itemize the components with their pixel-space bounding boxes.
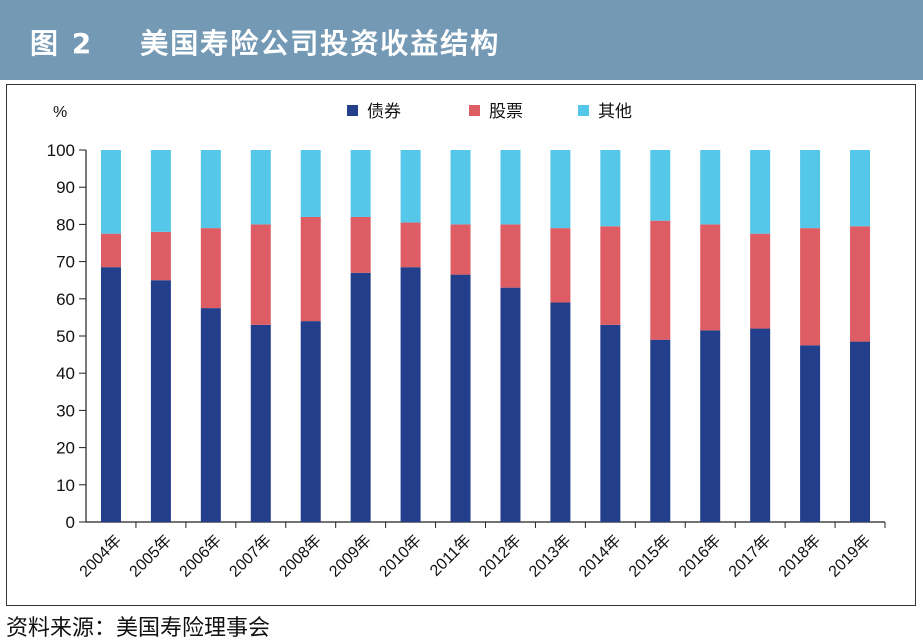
bar-segment-stocks	[850, 226, 871, 342]
bar-segment-other	[100, 150, 121, 234]
bar-segment-stocks	[600, 226, 621, 325]
y-tick-label: 60	[56, 290, 75, 309]
page-title: 图 2 美国寿险公司投资收益结构	[30, 27, 501, 60]
y-tick-label: 80	[56, 215, 75, 234]
bar-segment-bonds	[700, 330, 721, 522]
bar-segment-other	[150, 150, 171, 232]
x-tick-label: 2004年	[76, 531, 125, 580]
bar-segment-stocks	[800, 228, 821, 346]
bar-segment-other	[350, 150, 371, 217]
bar-segment-bonds	[350, 272, 371, 522]
bar-segment-other	[750, 150, 771, 234]
x-tick-label: 2006年	[176, 531, 225, 580]
bar-segment-other	[700, 150, 721, 225]
bar-segment-bonds	[800, 345, 821, 522]
bar-segment-bonds	[250, 324, 271, 522]
bar-segment-bonds	[500, 287, 521, 522]
bar-segment-bonds	[550, 302, 571, 522]
x-tick-label: 2016年	[675, 531, 724, 580]
y-tick-label: 50	[56, 327, 75, 346]
bar-segment-bonds	[100, 267, 121, 522]
y-tick-label: 70	[56, 253, 75, 272]
x-tick-label: 2008年	[276, 531, 325, 580]
bar-segment-bonds	[650, 339, 671, 522]
bar-segment-stocks	[350, 216, 371, 273]
bar-segment-other	[650, 150, 671, 221]
y-tick-label: 20	[56, 439, 75, 458]
y-tick-label: 40	[56, 364, 75, 383]
x-tick-label: 2015年	[625, 531, 674, 580]
x-tick-label: 2010年	[376, 531, 425, 580]
bar-segment-other	[400, 150, 421, 223]
bar-segment-stocks	[450, 224, 471, 275]
bar-segment-other	[800, 150, 821, 229]
x-tick-label: 2005年	[126, 531, 175, 580]
bar-segment-stocks	[300, 216, 321, 322]
bar-segment-bonds	[750, 328, 771, 522]
y-tick-label: 100	[47, 141, 75, 160]
source-note: 资料来源：美国寿险理事会	[6, 616, 271, 641]
bar-segment-stocks	[400, 222, 421, 268]
y-tick-label: 10	[56, 476, 75, 495]
x-tick-label: 2009年	[326, 531, 375, 580]
legend-label: 债券	[367, 102, 401, 121]
bar-segment-bonds	[450, 274, 471, 522]
x-tick-label: 2018年	[775, 531, 824, 580]
legend-label: 股票	[489, 102, 523, 121]
x-tick-label: 2014年	[575, 531, 624, 580]
bar-segment-stocks	[750, 233, 771, 329]
bar-segment-stocks	[250, 224, 271, 325]
bar-segment-bonds	[200, 308, 221, 522]
bar-segment-other	[450, 150, 471, 225]
y-tick-label: 0	[66, 513, 75, 532]
chart-frame: % 0 10 20 30 40 50 60 70 80 90 100 2004年 2005年 2006年 20…	[6, 84, 916, 606]
y-axis-unit-label: %	[53, 104, 67, 121]
bar-segment-bonds	[400, 267, 421, 522]
bar-segment-bonds	[300, 321, 321, 522]
bar-segment-other	[250, 150, 271, 225]
x-tick-label: 2017年	[725, 531, 774, 580]
bar-segment-other	[600, 150, 621, 227]
legend-swatch	[578, 105, 589, 116]
bar-segment-stocks	[500, 224, 521, 288]
bar-segment-other	[850, 150, 871, 227]
bar-segment-stocks	[650, 220, 671, 340]
y-tick-label: 90	[56, 178, 75, 197]
legend-swatch	[347, 105, 358, 116]
x-tick-label: 2011年	[426, 531, 474, 579]
bar-segment-stocks	[150, 231, 171, 281]
bar-segment-other	[200, 150, 221, 229]
bar-segment-stocks	[100, 233, 121, 268]
bar-segment-stocks	[200, 228, 221, 309]
legend-label: 其他	[598, 102, 632, 121]
bar-segment-other	[500, 150, 521, 225]
bar-segment-bonds	[600, 324, 621, 522]
bar-segment-stocks	[700, 224, 721, 331]
x-tick-label: 2013年	[525, 531, 574, 580]
x-tick-label: 2012年	[475, 531, 524, 580]
header-bar: 图 2 美国寿险公司投资收益结构	[0, 0, 923, 80]
x-tick-label: 2019年	[825, 531, 874, 580]
bar-segment-bonds	[150, 280, 171, 522]
bar-segment-other	[550, 150, 571, 229]
bar-segment-stocks	[550, 228, 571, 303]
legend-swatch	[469, 105, 480, 116]
y-tick-label: 30	[56, 401, 75, 420]
bar-segment-bonds	[850, 341, 871, 522]
bar-segment-other	[300, 150, 321, 217]
x-tick-label: 2007年	[226, 531, 275, 580]
